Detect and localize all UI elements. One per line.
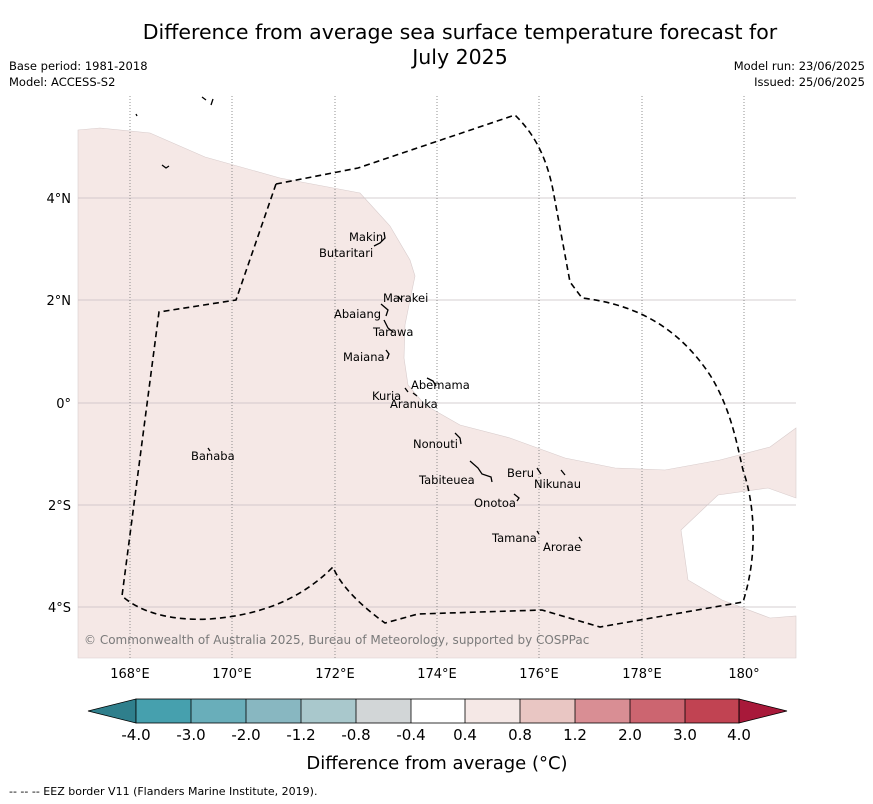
- island-label-tarawa: Tarawa: [372, 325, 413, 339]
- lon-label: 176°E: [519, 667, 559, 682]
- island-label-aranuka: Aranuka: [390, 397, 438, 411]
- island-label-abaiang: Abaiang: [334, 307, 381, 321]
- colorbar-segment: [191, 699, 246, 723]
- colorbar-segment: [301, 699, 356, 723]
- colorbar-segment: [630, 699, 685, 723]
- lon-label: 174°E: [417, 667, 457, 682]
- colorbar-tick: -3.0: [176, 726, 205, 744]
- island-label-tamana: Tamana: [491, 531, 537, 545]
- lat-labels: 4°N 2°N 0° 2°S 4°S: [47, 192, 72, 616]
- colorbar-segment: [520, 699, 575, 723]
- colorbar-dividers: [190, 699, 686, 723]
- colorbar-tick: 4.0: [727, 726, 751, 744]
- title-line-1: Difference from average sea surface temp…: [142, 20, 778, 44]
- colorbar-segment: [575, 699, 630, 723]
- island-labels: Makin Butaritari Marakei Abaiang Tarawa …: [191, 230, 581, 554]
- lon-label: 172°E: [315, 667, 355, 682]
- lat-label: 4°N: [47, 192, 72, 207]
- colorbar-segment: [465, 699, 520, 723]
- island-label-nikunau: Nikunau: [534, 477, 581, 491]
- lon-labels: 168°E 170°E 172°E 174°E 176°E 178°E 180°: [110, 667, 759, 682]
- colorbar-tick: 0.8: [508, 726, 532, 744]
- colorbar-tick: -1.2: [286, 726, 315, 744]
- eez-border: [121, 114, 754, 628]
- colorbar-frame: [135, 698, 740, 724]
- island-label-onotoa: Onotoa: [474, 496, 516, 510]
- island-outlines: [135, 96, 583, 542]
- map-title: Difference from average sea surface temp…: [100, 20, 820, 70]
- lon-label: 168°E: [110, 667, 150, 682]
- colorbar-segment: [246, 699, 301, 723]
- model-run: Model run: 23/06/2025: [733, 59, 865, 73]
- island-label-makin: Makin: [349, 230, 383, 244]
- island-label-tabiteuea: Tabiteuea: [418, 473, 475, 487]
- island-label-marakei: Marakei: [383, 291, 428, 305]
- lat-label: 4°S: [48, 601, 71, 616]
- colorbar-tick: 3.0: [673, 726, 697, 744]
- colorbar-segment: [356, 699, 411, 723]
- meta-left: Base period: 1981-2018 Model: ACCESS-S2: [9, 58, 148, 90]
- colorbar-extend-high: [738, 698, 788, 724]
- island-label-butaritari: Butaritari: [319, 246, 373, 260]
- title-line-2: July 2025: [412, 45, 508, 69]
- colorbar-extend-low: [87, 698, 137, 724]
- colorbar: -4.0 -3.0 -2.0 -1.2 -0.8 -0.4 0.4 0.8 1.…: [87, 698, 788, 774]
- eez-footnote: -- -- -- EEZ border V11 (Flanders Marine…: [9, 785, 318, 798]
- model-name: Model: ACCESS-S2: [9, 75, 116, 89]
- colorbar-tick: -2.0: [231, 726, 260, 744]
- lon-label: 170°E: [212, 667, 252, 682]
- lat-label: 0°: [56, 397, 71, 412]
- colorbar-tick: 1.2: [563, 726, 587, 744]
- colorbar-tick: -0.4: [396, 726, 425, 744]
- island-label-banaba: Banaba: [191, 449, 235, 463]
- colorbar-segment: [411, 699, 465, 723]
- colorbar-segment: [136, 699, 191, 723]
- colorbar-tick: -4.0: [121, 726, 150, 744]
- island-label-beru: Beru: [507, 466, 534, 480]
- issued-date: Issued: 25/06/2025: [754, 75, 865, 89]
- lon-gridlines: [129, 96, 745, 658]
- lon-label: 178°E: [622, 667, 662, 682]
- meta-right: Model run: 23/06/2025 Issued: 25/06/2025: [734, 58, 865, 90]
- lat-label: 2°S: [48, 499, 71, 514]
- anomaly-shading: [77, 127, 797, 659]
- lon-label: 180°: [728, 667, 759, 682]
- island-label-maiana: Maiana: [343, 350, 385, 364]
- colorbar-tick: 2.0: [618, 726, 642, 744]
- colorbar-tick-labels: -4.0 -3.0 -2.0 -1.2 -0.8 -0.4 0.4 0.8 1.…: [121, 726, 751, 744]
- colorbar-segment: [685, 699, 739, 723]
- copyright-notice: © Commonwealth of Australia 2025, Bureau…: [84, 633, 589, 647]
- island-label-arorae: Arorae: [543, 540, 581, 554]
- colorbar-tick: -0.8: [341, 726, 370, 744]
- colorbar-tick: 0.4: [453, 726, 477, 744]
- base-period: Base period: 1981-2018: [9, 59, 148, 73]
- colorbar-label: Difference from average (°C): [306, 753, 567, 774]
- island-label-kuria: Kuria: [372, 389, 401, 403]
- lat-label: 2°N: [47, 294, 72, 309]
- island-label-nonouti: Nonouti: [413, 437, 458, 451]
- island-label-abemama: Abemama: [411, 378, 470, 392]
